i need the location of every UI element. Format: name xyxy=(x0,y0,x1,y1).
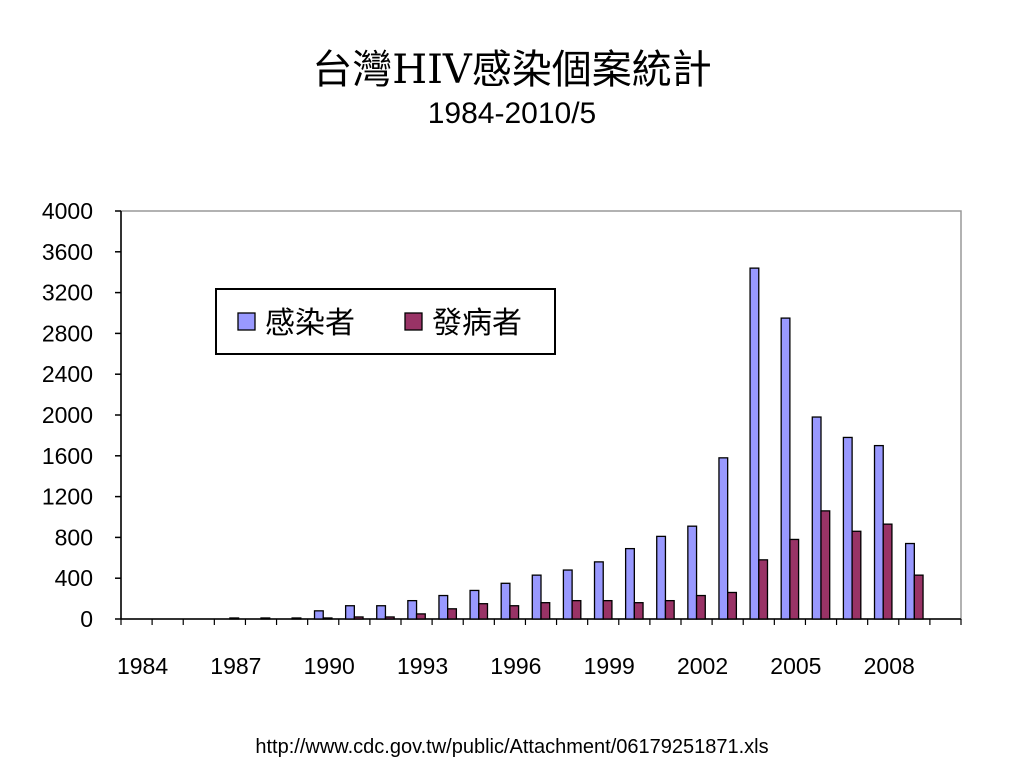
x-tick-label: 1987 xyxy=(210,653,261,679)
legend-swatch xyxy=(237,312,256,331)
bar-onset-2001 xyxy=(664,599,675,620)
source-link[interactable]: http://www.cdc.gov.tw/public/Attachment/… xyxy=(255,736,769,758)
y-tick-label: 3600 xyxy=(42,239,93,265)
bar-onset-2007 xyxy=(851,530,862,620)
y-tick-label: 0 xyxy=(80,606,93,632)
y-tick-label: 2400 xyxy=(42,361,93,387)
bar-onset-2008 xyxy=(882,523,893,620)
bar-infected-2008 xyxy=(873,444,884,620)
y-tick-label: 1600 xyxy=(42,443,93,469)
legend-label: 感染者 xyxy=(265,306,355,341)
bar-infected-2000 xyxy=(624,547,635,620)
bar-infected-2007 xyxy=(842,436,853,620)
bar-infected-1996 xyxy=(500,582,511,620)
bar-onset-1998 xyxy=(571,599,582,620)
bar-infected-2001 xyxy=(656,535,667,620)
bar-onset-1992 xyxy=(384,616,395,620)
bar-onset-2002 xyxy=(695,594,706,620)
bar-onset-1995 xyxy=(478,603,489,620)
bar-onset-1990 xyxy=(322,617,333,620)
y-tick-label: 2000 xyxy=(42,402,93,428)
bar-infected-2005 xyxy=(780,317,791,620)
legend-box xyxy=(215,288,556,355)
x-tick-label: 1999 xyxy=(584,653,635,679)
legend: 感染者 發病者 xyxy=(215,288,556,355)
title-block: 台灣HIV感染個案統計 1984-2010/5 xyxy=(0,44,1024,132)
chart-title: 台灣HIV感染個案統計 xyxy=(312,47,712,93)
bar-infected-2006 xyxy=(811,416,822,620)
bar-infected-1994 xyxy=(438,594,449,620)
bar-infected-1997 xyxy=(531,574,542,620)
bar-onset-2004 xyxy=(758,559,769,620)
y-tick-label: 1200 xyxy=(42,484,93,510)
bar-infected-1998 xyxy=(562,569,573,620)
y-tick-label: 2800 xyxy=(42,320,93,346)
bar-infected-2004 xyxy=(749,267,760,620)
x-tick-label: 2008 xyxy=(864,653,915,679)
bar-onset-1997 xyxy=(540,602,551,620)
bar-infected-1992 xyxy=(376,605,387,620)
bar-onset-2000 xyxy=(633,602,644,620)
y-tick-label: 4000 xyxy=(42,198,93,224)
x-tick-label: 2002 xyxy=(677,653,728,679)
bar-onset-2003 xyxy=(727,591,738,620)
chart-subtitle: 1984-2010/5 xyxy=(427,97,597,130)
x-tick-label: 1996 xyxy=(490,653,541,679)
bar-infected-2009 xyxy=(904,542,915,620)
bar-infected-1995 xyxy=(469,589,480,620)
plot-area-frame xyxy=(120,210,962,620)
bar-onset-1988 xyxy=(260,617,271,620)
y-tick-label: 3200 xyxy=(42,280,93,306)
x-tick-label: 1984 xyxy=(117,653,168,679)
x-tick-label: 2005 xyxy=(770,653,821,679)
bar-onset-2005 xyxy=(789,538,800,620)
bar-onset-1999 xyxy=(602,599,613,620)
bar-onset-1993 xyxy=(415,613,426,620)
bar-infected-2002 xyxy=(687,525,698,620)
legend-swatch xyxy=(404,312,423,331)
bar-infected-1993 xyxy=(407,599,418,620)
bar-onset-2006 xyxy=(820,510,831,620)
x-tick-label: 1990 xyxy=(304,653,355,679)
legend-label: 發病者 xyxy=(432,306,522,341)
bar-onset-1987 xyxy=(229,617,240,620)
x-tick-label: 1993 xyxy=(397,653,448,679)
bar-infected-1999 xyxy=(593,561,604,620)
bar-onset-2009 xyxy=(913,574,924,620)
bar-onset-1996 xyxy=(509,605,520,620)
bar-infected-1990 xyxy=(313,610,324,620)
bar-onset-1991 xyxy=(353,616,364,620)
y-tick-label: 400 xyxy=(55,565,93,591)
bar-infected-1991 xyxy=(344,605,355,620)
y-tick-label: 800 xyxy=(55,524,93,550)
bar-onset-1989 xyxy=(291,617,302,620)
bar-onset-1994 xyxy=(447,608,458,620)
bar-infected-2003 xyxy=(718,457,729,620)
